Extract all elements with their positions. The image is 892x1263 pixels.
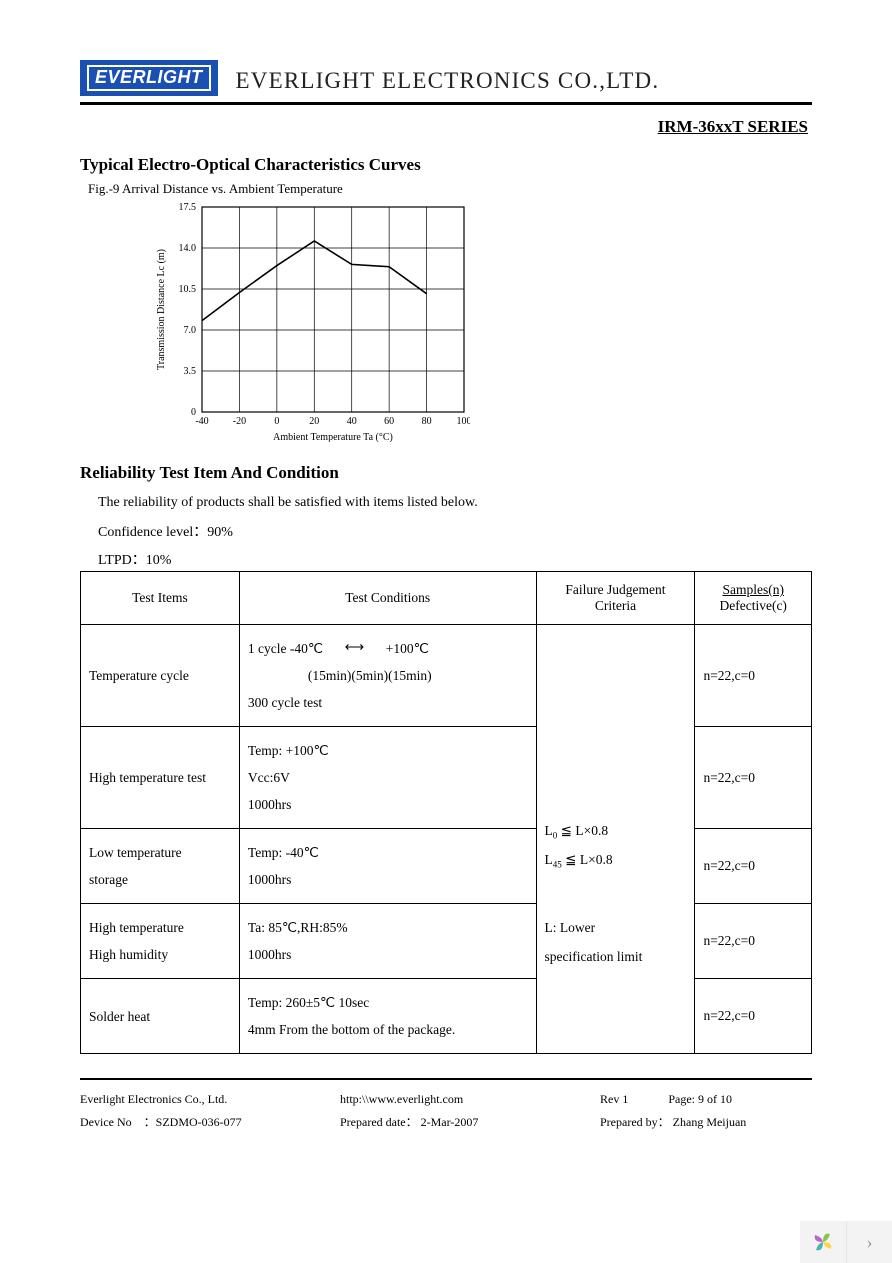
svg-text:80: 80	[422, 416, 432, 427]
company-name: EVERLIGHT ELECTRONICS CO.,LTD.	[236, 68, 660, 96]
footer-device-label: Device No	[80, 1115, 132, 1129]
footer-company: Everlight Electronics Co., Ltd.	[80, 1088, 340, 1111]
reliability-table: Test Items Test Conditions Failure Judge…	[80, 571, 812, 1054]
header-rule	[80, 102, 812, 105]
svg-text:20: 20	[309, 416, 319, 427]
cond3-l1: Ta: 85℃,RH:85%	[248, 914, 528, 941]
footer-rule	[80, 1078, 812, 1080]
cell-criteria: L0 ≦ L×0.8 L45 ≦ L×0.8 L: Lower specific…	[536, 625, 695, 1054]
cell-cond-0: 1 cycle -40℃ ⟷ +100℃ (15min)(5min)(15min…	[239, 625, 536, 727]
reliability-intro: The reliability of products shall be sat…	[98, 489, 812, 517]
footer-prepdate-label: Prepared date：	[340, 1115, 418, 1129]
svg-text:Ambient Temperature Ta (°C): Ambient Temperature Ta (°C)	[273, 432, 393, 442]
cell-samples-1: n=22,c=0	[695, 727, 812, 829]
svg-text:-20: -20	[233, 416, 246, 427]
footer-rev: Rev 1	[600, 1088, 628, 1111]
table-header-row: Test Items Test Conditions Failure Judge…	[81, 572, 812, 625]
cell-cond-2: Temp: -40℃ 1000hrs	[239, 829, 536, 904]
th-samples: Samples(n) Defective(c)	[695, 572, 812, 625]
item3-l2: High humidity	[89, 941, 231, 968]
cell-item-4: Solder heat	[81, 979, 240, 1054]
footer-prepdate: 2-Mar-2007	[421, 1115, 479, 1129]
svg-text:14.0: 14.0	[179, 243, 197, 254]
svg-text:0: 0	[274, 416, 279, 427]
corner-widget: ›	[800, 1221, 892, 1263]
svg-text:17.5: 17.5	[179, 202, 197, 213]
th-criteria-l1: Failure Judgement	[545, 582, 687, 598]
th-samples-l2: Defective(c)	[703, 598, 803, 614]
table-row: High temperature High humidity Ta: 85℃,R…	[81, 904, 812, 979]
cell-cond-4: Temp: 260±5℃ 10sec 4mm From the bottom o…	[239, 979, 536, 1054]
cond2-l1: Temp: -40℃	[248, 839, 528, 866]
cell-item-1: High temperature test	[81, 727, 240, 829]
table-row: High temperature test Temp: +100℃ Vcc:6V…	[81, 727, 812, 829]
svg-text:0: 0	[191, 407, 196, 418]
logo-text: EVERLIGHT	[87, 65, 211, 91]
svg-text:Transmission Distance Lc (m): Transmission Distance Lc (m)	[156, 249, 167, 370]
svg-text:10.5: 10.5	[179, 284, 197, 295]
arrow-both-icon: ⟷	[326, 633, 382, 660]
svg-text:3.5: 3.5	[184, 366, 197, 377]
cell-cond-1: Temp: +100℃ Vcc:6V 1000hrs	[239, 727, 536, 829]
cell-samples-2: n=22,c=0	[695, 829, 812, 904]
chart-figure-9: -40 -20 0 20 40 60 80 100 0 3.5 7.0 10.5 14.0 17.5 Tra…	[150, 201, 812, 447]
item2-l2: storage	[89, 866, 231, 893]
cond4-l2: 4mm From the bottom of the package.	[248, 1016, 528, 1043]
table-row: Low temperature storage Temp: -40℃ 1000h…	[81, 829, 812, 904]
th-test-conditions: Test Conditions	[239, 572, 536, 625]
cell-samples-3: n=22,c=0	[695, 904, 812, 979]
cond1-l1: Temp: +100℃	[248, 737, 528, 764]
th-failure-criteria: Failure Judgement Criteria	[536, 572, 695, 625]
cell-cond-3: Ta: 85℃,RH:85% 1000hrs	[239, 904, 536, 979]
confidence-level: Confidence level：90%	[98, 521, 812, 541]
th-samples-l1: Samples(n)	[703, 582, 803, 598]
ltpd: LTPD：10%	[98, 549, 812, 569]
svg-text:100: 100	[457, 416, 471, 427]
svg-text:7.0: 7.0	[184, 325, 197, 336]
criteria-l3: L: Lower	[545, 914, 687, 942]
next-page-button[interactable]: ›	[846, 1221, 892, 1263]
section1-title: Typical Electro-Optical Characteristics …	[80, 155, 812, 175]
cell-item-2: Low temperature storage	[81, 829, 240, 904]
table-row: Solder heat Temp: 260±5℃ 10sec 4mm From …	[81, 979, 812, 1054]
item2-l1: Low temperature	[89, 839, 231, 866]
cond0-l3: 300 cycle test	[248, 689, 528, 716]
footer-url: http:\\www.everlight.com	[340, 1088, 600, 1111]
footer-page: Page: 9 of 10	[668, 1088, 732, 1111]
cell-samples-0: n=22,c=0	[695, 625, 812, 727]
chart-svg: -40 -20 0 20 40 60 80 100 0 3.5 7.0 10.5 14.0 17.5 Tra…	[150, 201, 470, 442]
cell-item-0: Temperature cycle	[81, 625, 240, 727]
item3-l1: High temperature	[89, 914, 231, 941]
section2-title: Reliability Test Item And Condition	[80, 463, 812, 483]
footer-device-no: ：SZDMO-036-077	[144, 1115, 242, 1129]
figure-caption: Fig.-9 Arrival Distance vs. Ambient Temp…	[88, 181, 812, 197]
page-header: EVERLIGHT EVERLIGHT ELECTRONICS CO.,LTD.	[80, 60, 812, 96]
cond0-l1b: +100℃	[386, 641, 429, 656]
footer-prepby: Zhang Meijuan	[673, 1115, 747, 1129]
cond1-l2: Vcc:6V	[248, 764, 528, 791]
series-title: IRM-36xxT SERIES	[80, 117, 812, 137]
footer-prepby-label: Prepared by：	[600, 1115, 670, 1129]
logo: EVERLIGHT	[80, 60, 218, 96]
th-test-items: Test Items	[81, 572, 240, 625]
criteria-l2: L45 ≦ L×0.8	[545, 846, 687, 875]
criteria-l4: specification limit	[545, 943, 687, 971]
cell-item-3: High temperature High humidity	[81, 904, 240, 979]
svg-text:40: 40	[347, 416, 357, 427]
cond3-l2: 1000hrs	[248, 941, 528, 968]
cond1-l3: 1000hrs	[248, 791, 528, 818]
svg-text:60: 60	[384, 416, 394, 427]
cond0-l2: (15min)(5min)(15min)	[248, 662, 528, 689]
criteria-l1: L0 ≦ L×0.8	[545, 817, 687, 846]
cond0-l1a: 1 cycle -40℃	[248, 641, 323, 656]
page-footer: Everlight Electronics Co., Ltd. http:\\w…	[80, 1088, 812, 1134]
table-row: Temperature cycle 1 cycle -40℃ ⟷ +100℃ (…	[81, 625, 812, 727]
svg-text:-40: -40	[195, 416, 208, 427]
leaf-icon[interactable]	[800, 1221, 846, 1263]
cond0-l1: 1 cycle -40℃ ⟷ +100℃	[248, 635, 528, 662]
cond2-l2: 1000hrs	[248, 866, 528, 893]
th-criteria-l2: Criteria	[545, 598, 687, 614]
cond4-l1: Temp: 260±5℃ 10sec	[248, 989, 528, 1016]
cell-samples-4: n=22,c=0	[695, 979, 812, 1054]
